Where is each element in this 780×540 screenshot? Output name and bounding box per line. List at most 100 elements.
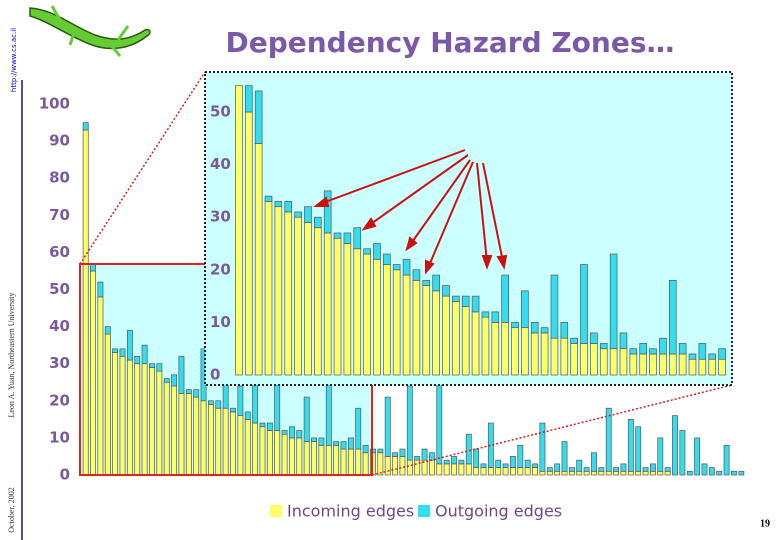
bar-segment [362,452,369,476]
bar-segment [412,279,421,376]
bar-segment [377,452,384,476]
bar-segment [252,422,259,476]
bar-segment [318,437,325,446]
bar-segment [481,316,490,376]
bar-segment [343,232,352,244]
bar-segment [570,337,578,344]
logo [29,5,151,57]
y-tick-label: 30 [210,208,231,226]
bar-segment [119,348,126,357]
bar-segment [296,430,303,439]
bar-segment [383,264,391,376]
legend-swatch [270,505,282,517]
bar-segment [422,279,431,286]
bar-segment [491,311,500,323]
url: http://www.cs.ac.il [10,28,18,92]
bar-segment [619,332,628,350]
bar-segment [377,448,384,454]
bar-segment [259,422,266,428]
bar-segment [701,463,708,476]
bar-segment [613,467,620,472]
bar-segment [510,456,516,468]
bar-segment [627,470,634,476]
y-tick-label: 90 [49,132,70,150]
bar-segment [642,470,649,476]
author: Leon A. Yuan, Northeastern University [7,292,16,417]
bar-segment [207,404,214,476]
bar-segment [311,441,317,476]
bar-segment [126,359,133,476]
bar-segment [355,448,362,476]
bar-segment [414,456,421,461]
bar-segment [473,467,480,476]
zoom-connectors [79,71,733,476]
bar-segment [149,367,155,476]
bar-segment [480,467,487,476]
bar-segment [274,206,283,376]
bar-segment [461,306,470,376]
bar-segment [524,467,531,476]
bar-segment [383,253,391,265]
bar-segment [694,437,701,476]
bar-segment [539,470,546,476]
bar-segment [649,463,656,472]
bar-segment [343,243,352,376]
bar-segment [422,285,431,376]
bar-segment [718,348,726,360]
bar-segment [452,295,460,302]
bar-segment [112,352,119,476]
bar-segment [451,463,457,476]
bar-segment [266,430,273,476]
bar-segment [230,411,236,476]
bar-segment [414,459,421,476]
bar-segment [353,227,362,250]
slide-title: Dependency Hazard Zones… [225,26,674,59]
bar-segment [560,337,569,376]
y-tick-label: 0 [60,466,70,484]
bar-segment [355,407,362,450]
bar-segment [487,467,494,476]
y-tick-label: 50 [210,103,231,121]
bar-segment [568,470,575,476]
bar-segment [678,343,687,355]
bar-segment [318,444,325,476]
bar-segment [639,343,647,355]
bar-segment [471,311,480,376]
bar-segment [723,444,730,476]
bar-segment [126,329,133,361]
bar-segment [657,470,664,476]
bar-segment [340,441,347,450]
bar-segment [215,407,222,476]
bar-segment [362,444,369,454]
bar-segment [432,290,440,376]
bar-segment [235,85,243,376]
bar-segment [185,393,192,476]
bar-segment [659,337,667,355]
bar-segment [156,363,163,372]
bar-segment [609,253,618,350]
bar-segment [254,143,263,376]
bar-segment [284,201,293,213]
bar-segment [561,470,568,476]
bar-segment [392,452,399,457]
bar-segment [443,463,450,476]
bar-segment [613,470,620,476]
y-tick-label: 40 [49,317,70,335]
legend-swatch [418,505,430,517]
y-tick-label: 10 [210,313,231,331]
bar-segment [554,463,561,472]
bar-segment [461,295,470,307]
bar-segment [314,227,322,376]
bar-segment [465,433,472,465]
bar-segment [428,459,435,476]
bar-segment [82,122,89,131]
bar-segment [502,463,509,468]
bar-segment [605,407,612,472]
bar-segment [590,332,598,344]
bar-segment [244,111,253,376]
y-tick-label: 20 [49,391,70,409]
bar-segment [480,463,487,468]
bar-segment [406,385,413,461]
y-tick-label: 10 [49,428,70,446]
bar-segment [698,358,707,376]
